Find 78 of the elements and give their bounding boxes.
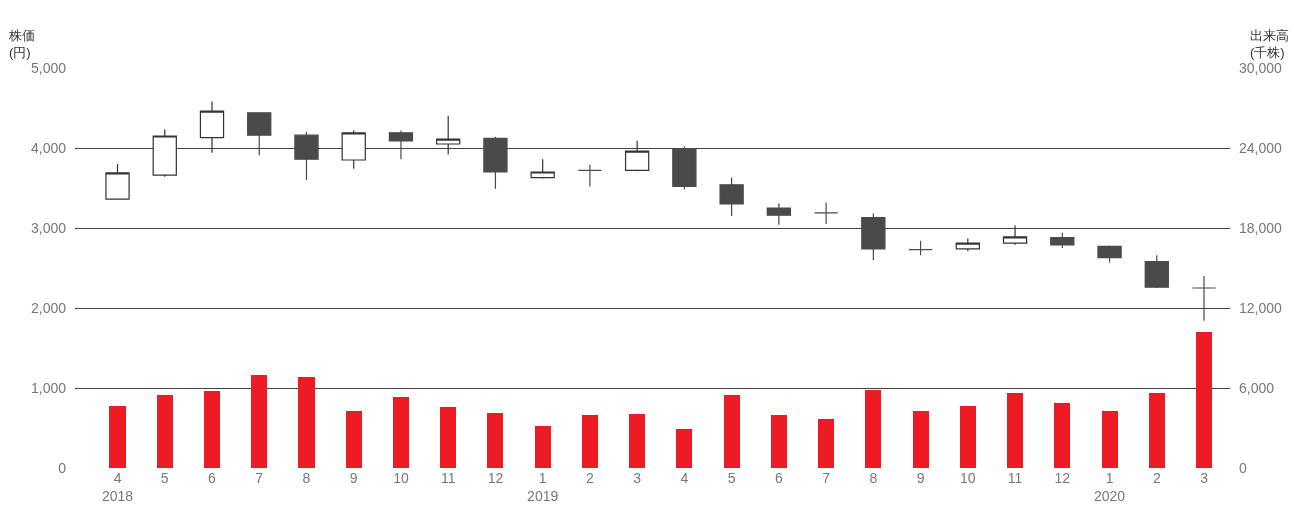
y-tick-label: 3,000 <box>30 219 67 236</box>
candlestick <box>719 177 744 217</box>
bar <box>109 406 126 468</box>
candlestick <box>908 240 933 256</box>
x-tick-label: 6 <box>208 470 217 486</box>
bar <box>959 406 976 468</box>
bar <box>156 395 173 468</box>
bar <box>1054 403 1071 468</box>
x-tick-label: 3 <box>1200 470 1209 486</box>
y2-tick-label: 18,000 <box>1239 219 1283 236</box>
x-tick-label: 9 <box>916 470 925 486</box>
candlestick <box>1002 225 1028 246</box>
bar <box>534 426 551 468</box>
candlestick <box>105 163 130 200</box>
x-tick-label: 2 <box>1152 470 1161 486</box>
y-axis-title: 株価 (円) <box>8 28 35 60</box>
x-tick-label: 5 <box>727 470 736 486</box>
bar <box>203 390 221 468</box>
bar <box>676 429 693 468</box>
y-tick-label: 0 <box>58 459 67 476</box>
bar <box>1101 410 1118 468</box>
candlestick <box>1050 232 1075 249</box>
x-tick-label: 12 <box>1054 470 1071 486</box>
candlestick <box>813 201 839 225</box>
bar <box>912 410 929 468</box>
x-tick-label: 4 <box>680 470 689 486</box>
bar <box>1148 393 1165 468</box>
x-tick-label: 2 <box>586 470 595 486</box>
y2-tick-label: 6,000 <box>1239 379 1275 396</box>
y2-axis-title: 出来高 (千株) <box>1250 28 1289 60</box>
candlestick <box>341 129 366 170</box>
candlestick <box>436 115 461 155</box>
candlestick <box>1144 254 1169 289</box>
x-tick-label: 1 2020 <box>1093 470 1126 505</box>
y-tick-label: 2,000 <box>30 299 67 316</box>
x-tick-label: 11 <box>1007 470 1023 486</box>
bar <box>487 412 504 468</box>
bar <box>818 419 835 468</box>
x-tick-label: 3 <box>633 470 642 486</box>
bar <box>581 415 598 468</box>
candlestick <box>624 140 650 172</box>
x-tick-label: 10 <box>393 470 409 486</box>
bar <box>440 407 457 468</box>
x-tick-label: 7 <box>822 470 831 486</box>
candlestick <box>577 164 603 187</box>
bar <box>1007 392 1024 468</box>
candlestick <box>199 101 225 154</box>
y-tick-label: 4,000 <box>30 139 67 156</box>
bar <box>1195 332 1213 468</box>
bar <box>629 414 646 468</box>
bar <box>392 396 409 468</box>
x-tick-label: 7 <box>255 470 264 486</box>
x-tick-label: 11 <box>440 470 456 486</box>
x-tick-label: 6 <box>774 470 783 486</box>
x-tick-label: 4 2018 <box>101 470 134 505</box>
y2-tick-label: 30,000 <box>1239 59 1283 76</box>
x-tick-label: 9 <box>349 470 358 486</box>
x-tick-label: 8 <box>302 470 311 486</box>
candlestick <box>530 158 555 179</box>
y-tick-label: 1,000 <box>30 379 67 396</box>
x-tick-label: 5 <box>160 470 169 486</box>
candlestick <box>766 202 792 226</box>
x-tick-label: 12 <box>487 470 504 486</box>
candlestick <box>152 129 177 178</box>
bar <box>770 415 787 468</box>
y2-tick-label: 0 <box>1239 459 1247 476</box>
bar <box>251 374 268 468</box>
x-tick-label: 10 <box>960 470 976 486</box>
bar <box>298 376 315 468</box>
candlestick <box>1097 245 1122 263</box>
bar <box>723 395 740 468</box>
x-tick-label: 8 <box>869 470 878 486</box>
bar <box>865 390 882 468</box>
x-tick-label: 1 2019 <box>527 470 559 505</box>
bar <box>345 411 362 468</box>
y-tick-label: 5,000 <box>30 59 67 76</box>
y2-tick-label: 24,000 <box>1239 139 1283 156</box>
y2-tick-label: 12,000 <box>1239 299 1283 316</box>
